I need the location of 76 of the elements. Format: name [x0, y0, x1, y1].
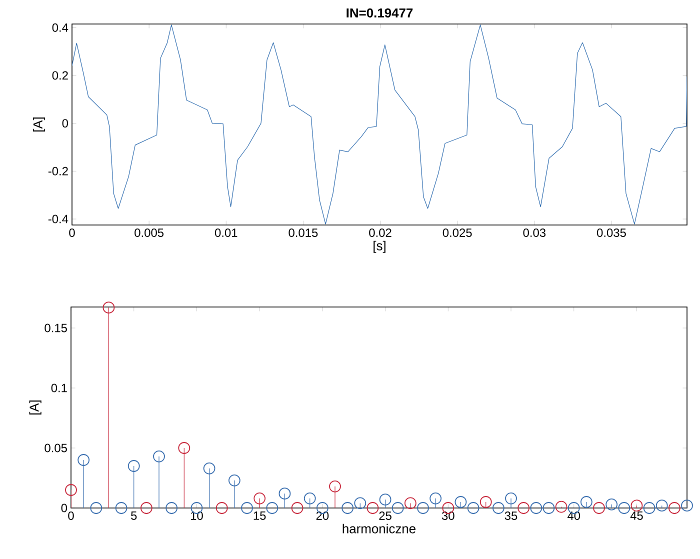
point	[630, 500, 643, 512]
point	[480, 496, 492, 508]
point	[241, 502, 253, 514]
point	[454, 496, 467, 508]
point	[278, 488, 291, 500]
x-tick-label: 15	[254, 512, 266, 520]
point	[618, 502, 630, 514]
y-tick-label: 0.15	[44, 324, 67, 332]
point	[329, 480, 341, 492]
chart-title: IN=0.19477	[346, 8, 413, 18]
x-tick-label: 0	[68, 512, 74, 520]
point	[580, 496, 592, 508]
y-tick-label: -0.2	[48, 166, 68, 176]
point	[216, 502, 228, 514]
point	[228, 474, 240, 486]
x-tick-label: 0.035	[596, 228, 626, 237]
x-tick-label: 45	[630, 512, 643, 520]
x-axis-title: [s]	[374, 240, 386, 253]
point	[404, 497, 416, 510]
point	[178, 442, 190, 454]
y-tick-label: 0	[61, 504, 68, 512]
point	[115, 502, 128, 514]
point	[555, 500, 568, 513]
point	[366, 502, 379, 514]
point	[542, 502, 555, 514]
point	[530, 502, 542, 514]
point	[643, 502, 656, 514]
point	[417, 502, 429, 514]
y-axis-title: [A]	[32, 118, 46, 132]
x-tick-label: 0.01	[214, 228, 238, 237]
line-series	[72, 24, 688, 224]
x-tick-label: 0.025	[442, 228, 472, 237]
point	[379, 494, 392, 506]
x-axis-title: harmoniczne	[342, 524, 416, 534]
point	[266, 502, 278, 514]
x-tick-label: 0.02	[369, 228, 392, 237]
point	[65, 484, 77, 496]
point	[518, 502, 530, 514]
point	[354, 497, 366, 510]
point	[467, 502, 480, 514]
point	[392, 502, 404, 514]
y-tick-label: 0	[62, 119, 68, 128]
y-tick-label: 0.05	[44, 444, 67, 452]
point	[342, 502, 354, 514]
point	[140, 502, 152, 514]
y-axis-title: [A]	[29, 400, 42, 414]
x-tick-label: 0	[69, 228, 75, 237]
y-tick-label: -0.4	[48, 214, 68, 224]
x-tick-label: 35	[504, 512, 518, 520]
point	[102, 302, 115, 314]
x-tick-label: 5	[131, 512, 137, 520]
point	[656, 500, 668, 512]
x-tick-label: 0.015	[288, 228, 318, 237]
point	[304, 492, 316, 504]
point	[254, 492, 266, 504]
point	[606, 498, 618, 510]
point	[78, 454, 90, 466]
point	[681, 500, 693, 512]
x-tick-label: 0.005	[134, 228, 164, 237]
point	[153, 450, 165, 462]
point	[492, 502, 504, 514]
point	[128, 460, 140, 472]
y-tick-label: 0.1	[51, 384, 67, 392]
x-tick-label: 10	[190, 512, 203, 520]
point	[291, 502, 304, 514]
x-tick-label: 25	[379, 512, 392, 520]
point	[505, 492, 517, 504]
point	[166, 502, 178, 514]
y-tick-label: 0.4	[52, 23, 68, 32]
point	[593, 502, 605, 514]
point	[90, 502, 102, 514]
x-tick-label: 0.03	[523, 228, 546, 237]
point	[668, 502, 680, 514]
point	[430, 492, 442, 504]
y-tick-label: 0.2	[52, 71, 68, 80]
point	[203, 462, 216, 474]
